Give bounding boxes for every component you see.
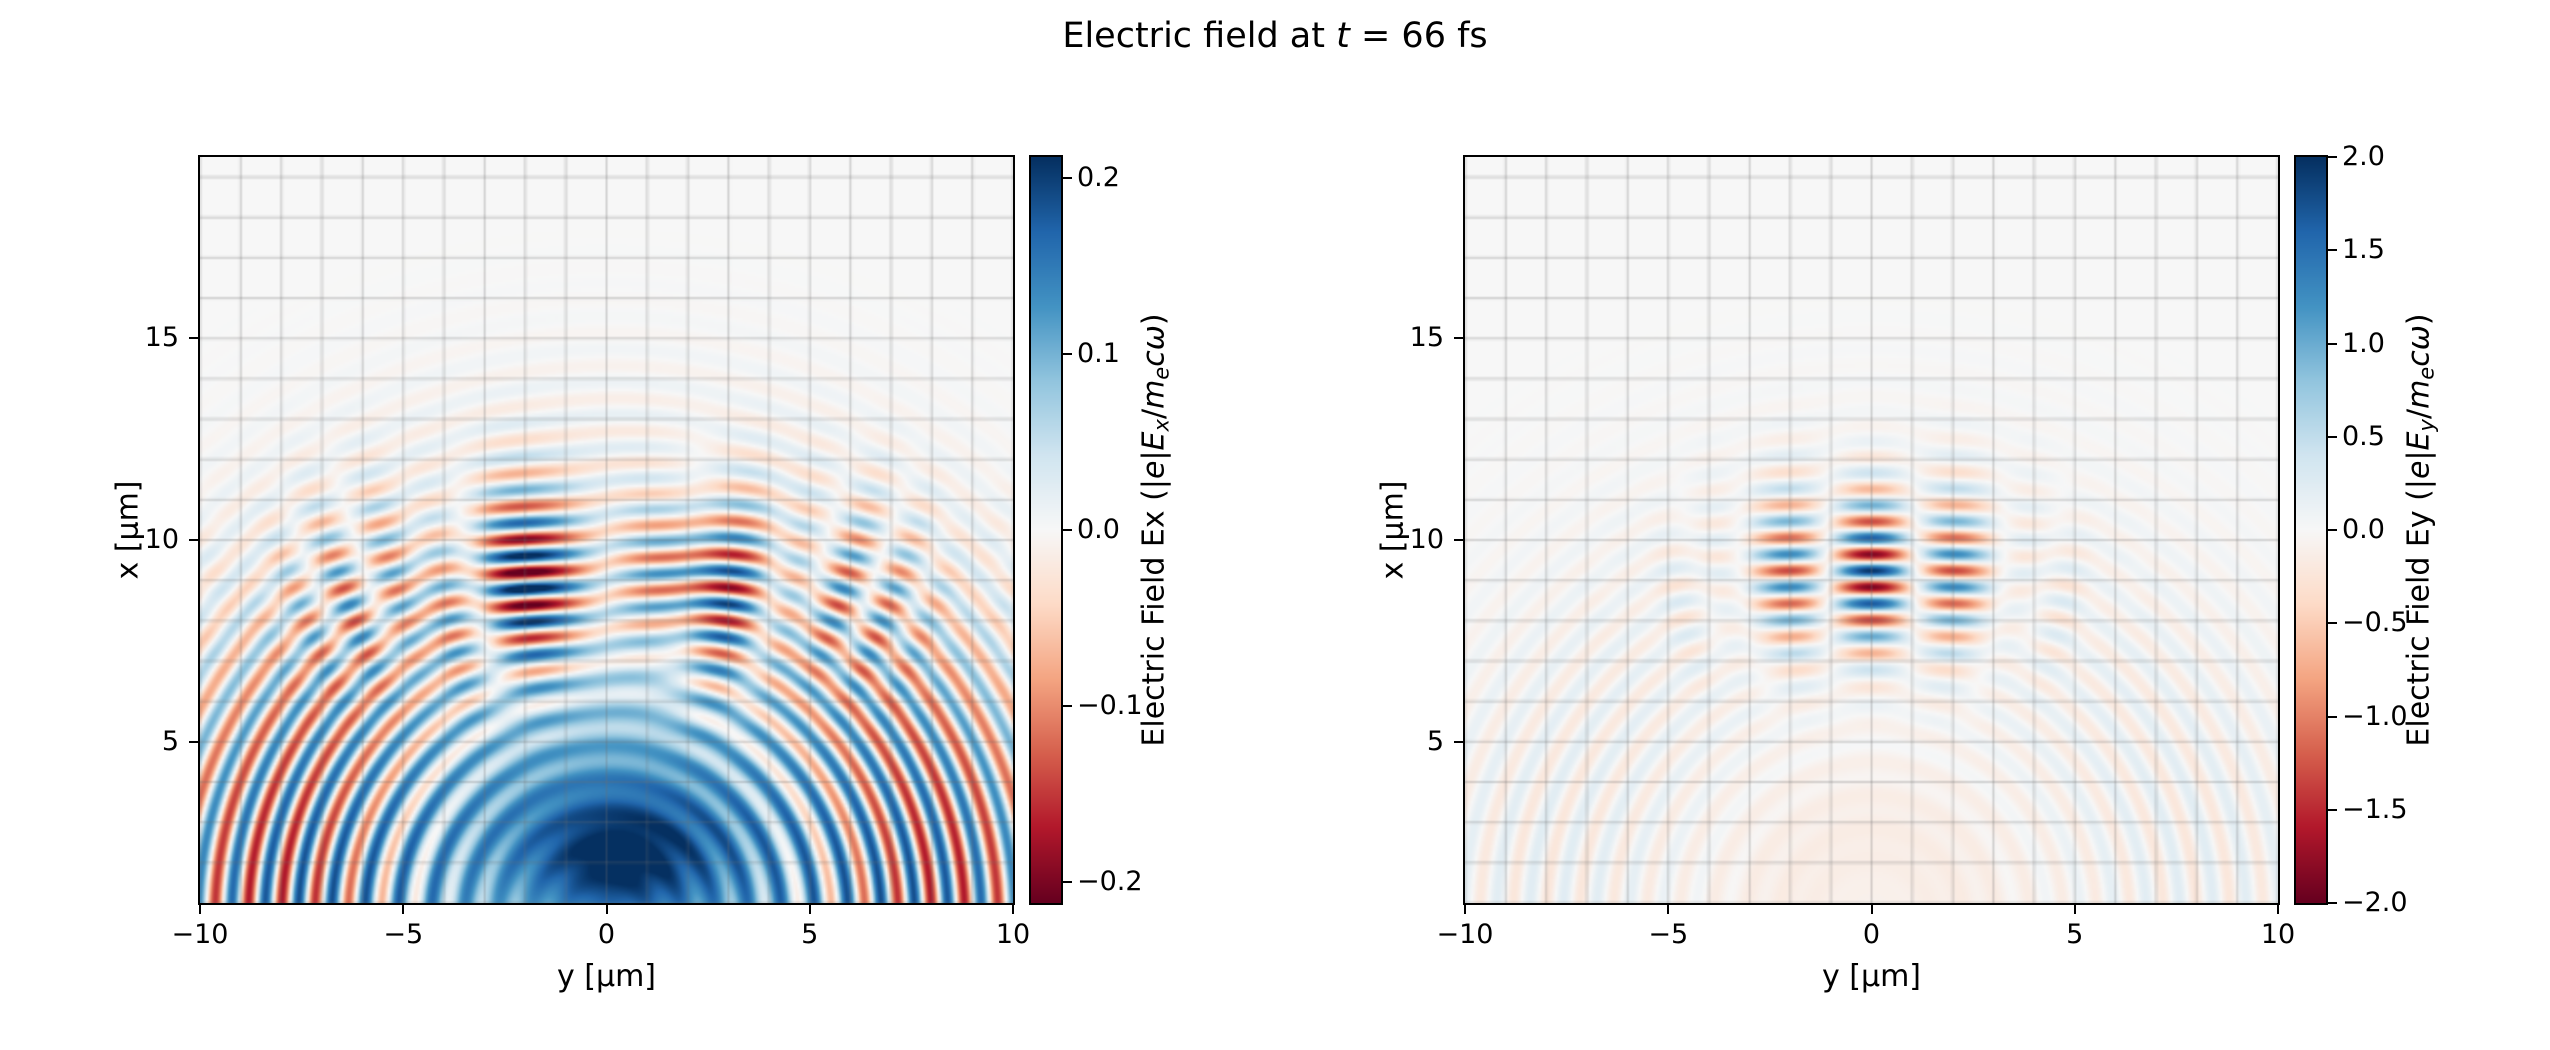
y-tick-label: 15 — [1409, 322, 1444, 354]
x-tick-label: 10 — [995, 919, 1031, 950]
colorbar-label-part: | — [2401, 450, 2437, 461]
colorbar-label-part: y — [2414, 419, 2439, 432]
colorbar-tick-mark — [2328, 156, 2337, 158]
colorbar-tick-mark — [2328, 529, 2337, 531]
colorbar-tick-mark — [1063, 353, 1072, 356]
colorbar-tick-label: 0.2 — [1077, 162, 1120, 194]
colorbar-tick-label: 1.5 — [2342, 234, 2385, 266]
x-tick-label: 10 — [2260, 919, 2296, 950]
colorbar-label-part: m — [2401, 379, 2437, 409]
x-tick-mark — [808, 905, 811, 914]
x-tick-label: 0 — [1862, 919, 1881, 950]
colorbar-label-ey: Electric Field Ey (|e|Ey/mecω) — [2401, 313, 2438, 746]
colorbar-tick-label: −1.0 — [2342, 700, 2408, 732]
x-tick-mark — [199, 905, 201, 914]
colorbar-tick-label: 0.0 — [1077, 514, 1120, 545]
figure-title: Electric field at t = 66 fs — [0, 16, 2550, 56]
x-tick-mark — [1667, 905, 1670, 914]
colorbar-label-part: x — [1149, 419, 1174, 432]
x-tick-label: −10 — [171, 919, 229, 950]
x-tick-mark — [1870, 905, 1873, 914]
x-tick-label: 0 — [597, 919, 616, 950]
y-tick-label: 5 — [161, 725, 179, 757]
y-tick-label: 15 — [144, 322, 179, 354]
heatmap-ey — [1463, 155, 2280, 905]
colorbar-label-ex: Electric Field Ex (|e|Ex/mecω) — [1136, 313, 1173, 746]
colorbar-tick-label: −0.2 — [1077, 865, 1143, 897]
colorbar-tick-mark — [2328, 435, 2337, 438]
y-tick-label: 10 — [144, 524, 179, 556]
colorbar-tick-mark — [2328, 622, 2337, 625]
colorbar-ex — [1029, 155, 1063, 905]
colorbar-label-part: ) — [1136, 313, 1172, 326]
colorbar-label-part: m — [1136, 379, 1172, 409]
colorbar-tick-mark — [2328, 715, 2337, 718]
x-tick-label: −5 — [383, 919, 424, 950]
colorbar-label-part: E — [1136, 431, 1172, 451]
x-tick-mark — [2073, 905, 2076, 914]
y-tick-mark — [189, 740, 198, 743]
colorbar-label-part: / — [2401, 408, 2437, 420]
heatmap-ex — [198, 155, 1015, 905]
colorbar-label-part: ) — [2401, 313, 2437, 326]
colorbar-label-part: e — [1149, 366, 1174, 380]
colorbar-tick-mark — [1063, 177, 1072, 180]
colorbar-tick-label: 1.0 — [2342, 327, 2385, 359]
y-tick-label: 10 — [1409, 524, 1444, 556]
y-tick-label: 5 — [1426, 725, 1444, 757]
x-tick-label: 5 — [2066, 919, 2084, 950]
colorbar-label-part: c — [1136, 350, 1172, 367]
colorbar-label-part: ω — [2401, 325, 2437, 351]
colorbar-tick-label: 2.0 — [2342, 141, 2385, 172]
colorbar-tick-mark — [1063, 529, 1072, 531]
y-tick-mark — [1454, 539, 1463, 542]
colorbar-label-part: / — [1136, 408, 1172, 420]
colorbar-tick-mark — [2328, 808, 2337, 811]
y-tick-mark — [189, 337, 198, 340]
colorbar-tick-mark — [1063, 880, 1072, 883]
colorbar-tick-mark — [2328, 249, 2337, 252]
x-axis-label-ex: y [μm] — [556, 959, 657, 994]
colorbar-tick-label: 0.1 — [1077, 338, 1120, 370]
colorbar-label-part: e — [2414, 366, 2439, 380]
x-tick-label: 5 — [801, 919, 819, 950]
colorbar-tick-label: 0.0 — [2342, 514, 2385, 545]
y-tick-mark — [189, 539, 198, 542]
title-text-right: = 66 fs — [1349, 16, 1488, 56]
colorbar-label-part: c — [2401, 350, 2437, 367]
colorbar-tick-mark — [1063, 704, 1072, 707]
colorbar-tick-mark — [2328, 902, 2337, 904]
x-tick-mark — [1464, 905, 1466, 914]
colorbar-tick-label: −0.5 — [2342, 607, 2408, 639]
x-tick-label: −10 — [1436, 919, 1494, 950]
colorbar-tick-mark — [2328, 342, 2337, 345]
y-tick-mark — [1454, 740, 1463, 743]
colorbar-label-part: ω — [1136, 325, 1172, 351]
colorbar-label-part: e — [1136, 460, 1172, 480]
colorbar-label-part: e — [2401, 460, 2437, 480]
x-tick-mark — [605, 905, 608, 914]
colorbar-label-part: | — [1136, 450, 1172, 461]
x-tick-mark — [1012, 905, 1014, 914]
colorbar-tick-label: −1.5 — [2342, 793, 2408, 825]
y-tick-mark — [1454, 337, 1463, 340]
x-tick-label: −5 — [1648, 919, 1689, 950]
colorbar-tick-label: −2.0 — [2342, 887, 2408, 918]
title-math-t: t — [1336, 16, 1350, 56]
colorbar-tick-label: −0.1 — [1077, 689, 1143, 721]
x-tick-mark — [402, 905, 405, 914]
colorbar-tick-label: 0.5 — [2342, 420, 2385, 452]
colorbar-label-part: E — [2401, 431, 2437, 451]
x-tick-mark — [2277, 905, 2279, 914]
x-axis-label-ey: y [μm] — [1821, 959, 1922, 994]
title-text-left: Electric field at — [1062, 16, 1337, 56]
colorbar-ey — [2294, 155, 2328, 905]
